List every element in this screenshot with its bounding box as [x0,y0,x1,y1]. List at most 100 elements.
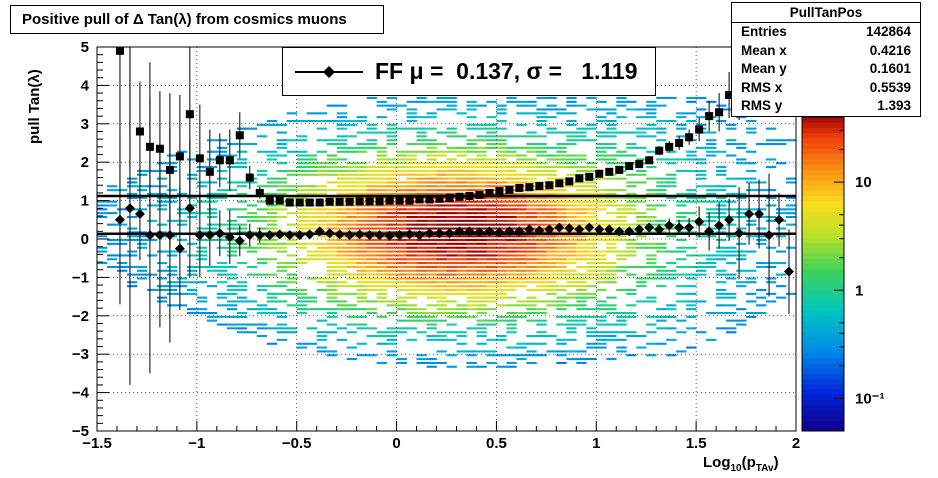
heatmap-cell [716,166,727,169]
heatmap-cell [526,350,537,353]
heatmap-cell [466,281,477,284]
heatmap-cell [486,300,497,303]
heatmap-cell [436,223,447,226]
heatmap-cell [196,265,208,268]
heatmap-cell [536,242,547,245]
heatmap-cell [526,269,537,272]
heatmap-cell [246,300,258,303]
heatmap-cell [366,335,377,338]
heatmap-cell [566,104,577,107]
heatmap-cell [646,219,657,222]
heatmap-cell [486,200,497,203]
heatmap-cell [616,258,627,261]
heatmap-cell [556,277,567,280]
heatmap-cell [466,315,477,318]
square-point [305,198,314,207]
heatmap-cell [486,350,497,353]
color-scale-segment [802,153,844,160]
heatmap-cell [396,250,407,253]
heatmap-cell [586,216,597,219]
square-point [535,182,544,191]
heatmap-cell [476,177,487,180]
heatmap-cell [136,239,148,242]
heatmap-cell [186,292,198,295]
heatmap-cell [606,177,617,180]
heatmap-cell [286,304,297,307]
heatmap-cell [456,242,467,245]
heatmap-cell [226,304,238,307]
color-scale-segment [802,378,844,385]
heatmap-cell [296,304,307,307]
heatmap-cell [476,181,487,184]
heatmap-cell [176,285,188,288]
heatmap-cell [616,223,627,226]
heatmap-cell [606,146,617,149]
heatmap-cell [216,323,228,326]
heatmap-cell [476,242,487,245]
heatmap-cell [236,312,248,315]
heatmap-cell [626,331,637,334]
heatmap-cell [336,250,347,253]
heatmap-cell [456,112,467,115]
heatmap-cell [466,208,477,211]
heatmap-cell [256,273,268,276]
heatmap-cell [276,189,287,192]
heatmap-cell [336,219,347,222]
diamond-point [184,203,195,214]
heatmap-cell [436,131,447,134]
heatmap-cell [556,273,567,276]
heatmap-cell [156,200,168,203]
heatmap-cell [636,116,647,119]
heatmap-cell [196,181,208,184]
heatmap-cell [376,100,387,103]
heatmap-cell [566,112,577,115]
heatmap-cell [496,285,507,288]
heatmap-cell [766,281,777,284]
heatmap-cell [706,200,717,203]
heatmap-cell [406,185,417,188]
heatmap-cell [336,104,347,107]
heatmap-cell [336,246,347,249]
heatmap-cell [646,315,657,318]
color-scale-segment [802,185,844,191]
color-scale-segment [802,127,844,134]
heatmap-cell [556,131,567,134]
heatmap-cell [436,227,447,230]
heatmap-cell [356,219,367,222]
heatmap-cell [436,281,447,284]
heatmap-cell [596,254,607,257]
heatmap-cell [596,235,607,238]
heatmap-cell [516,258,527,261]
heatmap-cell [736,319,747,322]
square-point [495,187,504,195]
heatmap-cell [786,212,797,215]
heatmap-cell [456,304,467,307]
heatmap-cell [576,323,587,326]
heatmap-cell [476,319,487,322]
heatmap-cell [266,185,278,188]
heatmap-cell [476,185,487,188]
heatmap-cell [316,338,327,341]
heatmap-cell [366,185,377,188]
heatmap-cell [576,196,587,199]
heatmap-cell [396,300,407,303]
heatmap-cell [606,219,617,222]
heatmap-cell [256,246,268,249]
heatmap-cell [286,189,297,192]
heatmap-cell [656,158,667,161]
heatmap-cell [466,169,477,172]
heatmap-cell [506,242,517,245]
heatmap-cell [266,154,278,157]
heatmap-cell [476,173,487,176]
heatmap-cell [476,292,487,295]
heatmap-cell [506,327,517,330]
heatmap-cell [266,208,278,211]
heatmap-cell [296,262,307,265]
heatmap-cell [576,185,587,188]
heatmap-cell [416,143,427,146]
heatmap-cell [336,212,347,215]
heatmap-cell [286,265,297,268]
heatmap-cell [446,269,457,272]
heatmap-cell [596,346,607,349]
heatmap-cell [476,158,487,161]
